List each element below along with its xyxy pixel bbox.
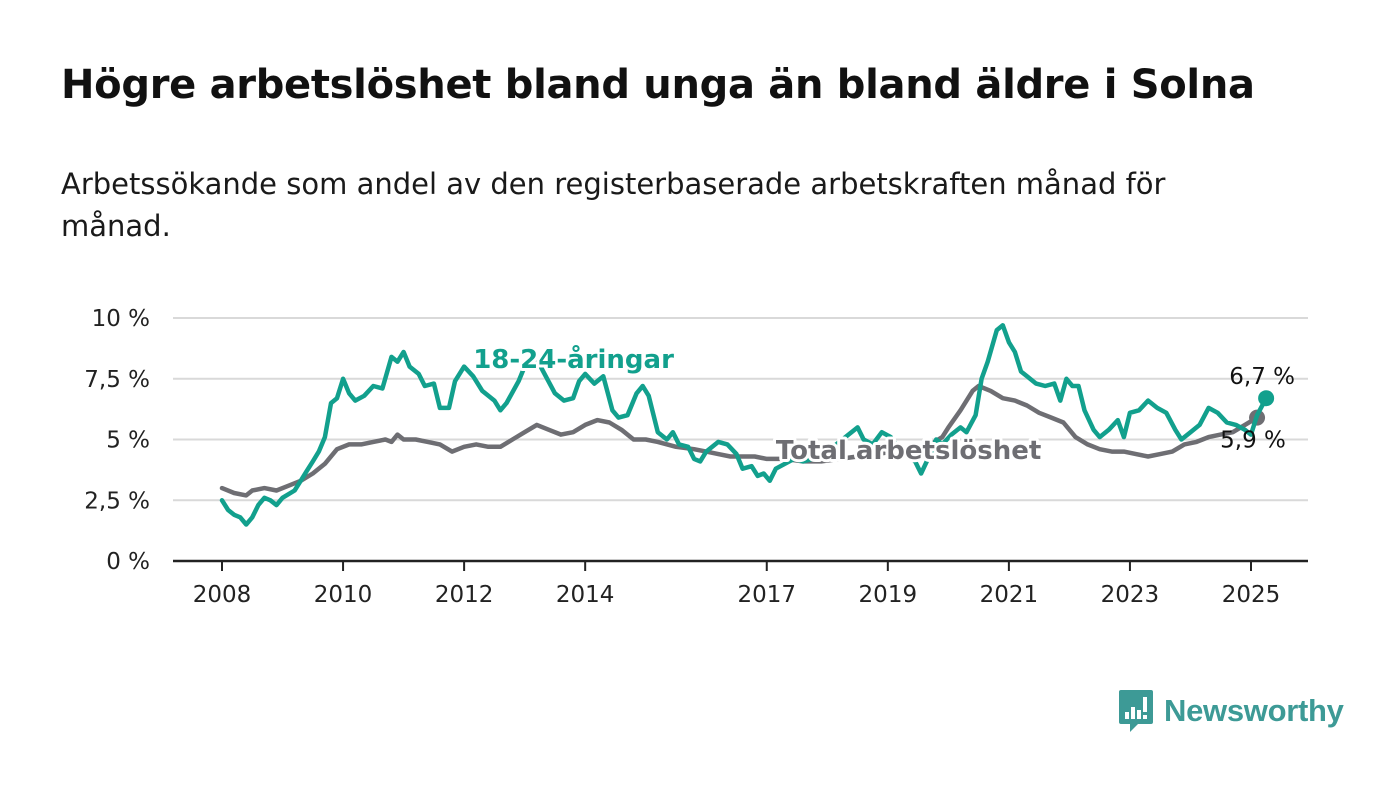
page-title: Högre arbetslöshet bland unga än bland ä… [61, 62, 1255, 108]
bar-chart-icon [1119, 690, 1153, 732]
end-value-label-1: 6,7 % [1229, 364, 1295, 390]
series-name-label-1: 18-24-åringar [473, 343, 674, 375]
y-tick-label: 7,5 % [84, 367, 150, 393]
y-tick-label: 2,5 % [84, 488, 150, 514]
series-line-1 [219, 323, 1269, 527]
x-tick-label: 2010 [314, 582, 373, 608]
series-name-label-0: Total arbetslöshet [776, 436, 1041, 466]
end-value-label-0: 5,9 % [1220, 428, 1286, 454]
y-tick-label: 0 % [106, 549, 150, 575]
x-tick-label: 2021 [980, 582, 1039, 608]
series-labels: 5,9 % Total arbetslöshet 6,7 % 18-24-åringa… [470, 340, 1295, 469]
x-axis: 2008 2010 2012 2014 2017 2019 2021 2023 2025 [193, 561, 1281, 608]
x-tick-label: 2023 [1101, 582, 1160, 608]
end-point-1 [1258, 390, 1275, 407]
chart-subtitle: Arbetssökande som andel av den registerb… [61, 167, 1166, 243]
y-tick-label: 10 % [92, 306, 150, 332]
y-axis: 0 % 2,5 % 5 % 7,5 % 10 % [84, 306, 150, 575]
newsworthy-logo: Newsworthy [1118, 688, 1344, 734]
y-tick-label: 5 % [106, 428, 150, 454]
series-line-0 [219, 383, 1260, 498]
brand-name: Newsworthy [1164, 693, 1344, 728]
gridlines [173, 317, 1308, 563]
x-tick-label: 2008 [193, 582, 252, 608]
x-tick-label: 2014 [556, 582, 615, 608]
x-tick-label: 2012 [435, 582, 494, 608]
series-lines [219, 323, 1275, 527]
x-tick-label: 2017 [737, 582, 796, 608]
x-tick-label: 2025 [1222, 582, 1281, 608]
x-tick-label: 2019 [859, 582, 918, 608]
